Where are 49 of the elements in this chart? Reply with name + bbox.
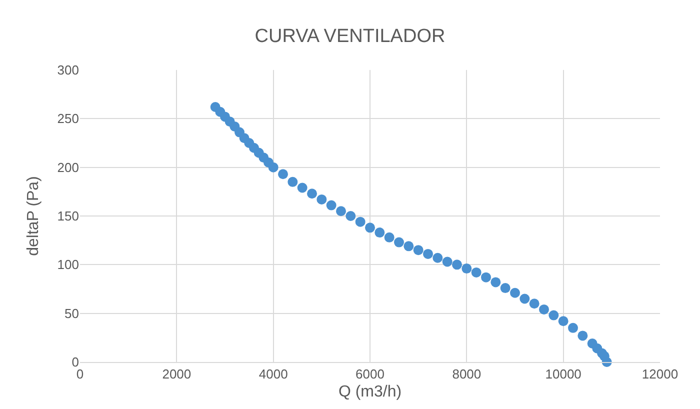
y-tick-label: 50 — [64, 306, 79, 321]
chart-title: CURVA VENTILADOR — [254, 26, 446, 47]
point — [529, 298, 540, 309]
x-tick-label: 2000 — [162, 366, 192, 382]
point — [307, 188, 317, 199]
point — [558, 316, 568, 326]
x-tick-label: 4000 — [258, 366, 288, 382]
point — [288, 176, 298, 187]
point — [346, 211, 356, 221]
point — [404, 241, 414, 252]
y-tick-label: 100 — [57, 257, 79, 272]
point — [452, 260, 462, 270]
point — [432, 252, 443, 263]
point — [384, 232, 394, 242]
point — [442, 256, 452, 267]
point — [365, 222, 375, 233]
point — [539, 304, 549, 314]
point — [548, 310, 559, 320]
point — [278, 169, 288, 180]
point — [374, 228, 385, 238]
point — [520, 294, 530, 304]
point — [568, 322, 578, 333]
point — [462, 264, 472, 274]
point — [490, 277, 501, 288]
point — [500, 283, 510, 294]
point — [316, 194, 327, 204]
point — [471, 267, 482, 278]
point — [423, 248, 433, 259]
point — [268, 162, 278, 172]
y-tick-label: 200 — [57, 160, 79, 175]
x-tick-label: 12000 — [642, 366, 678, 382]
point — [326, 200, 336, 210]
y-tick-label: 150 — [57, 208, 79, 224]
point — [297, 182, 308, 193]
y-axis-title: deltaP (Pa) — [25, 176, 42, 256]
point — [481, 272, 491, 282]
point — [510, 288, 520, 298]
point — [413, 245, 424, 256]
x-tick-label: 8000 — [452, 366, 482, 382]
x-axis-title: Q (m3/h) — [338, 383, 402, 400]
point — [394, 237, 404, 248]
point — [355, 216, 366, 227]
point — [336, 206, 346, 216]
x-tick-label: 10000 — [545, 366, 582, 382]
y-tick-label: 0 — [72, 354, 79, 370]
point — [578, 330, 588, 341]
y-tick-label: 250 — [57, 111, 79, 126]
x-tick-label: 6000 — [356, 366, 384, 382]
y-tick-label: 300 — [57, 62, 79, 78]
